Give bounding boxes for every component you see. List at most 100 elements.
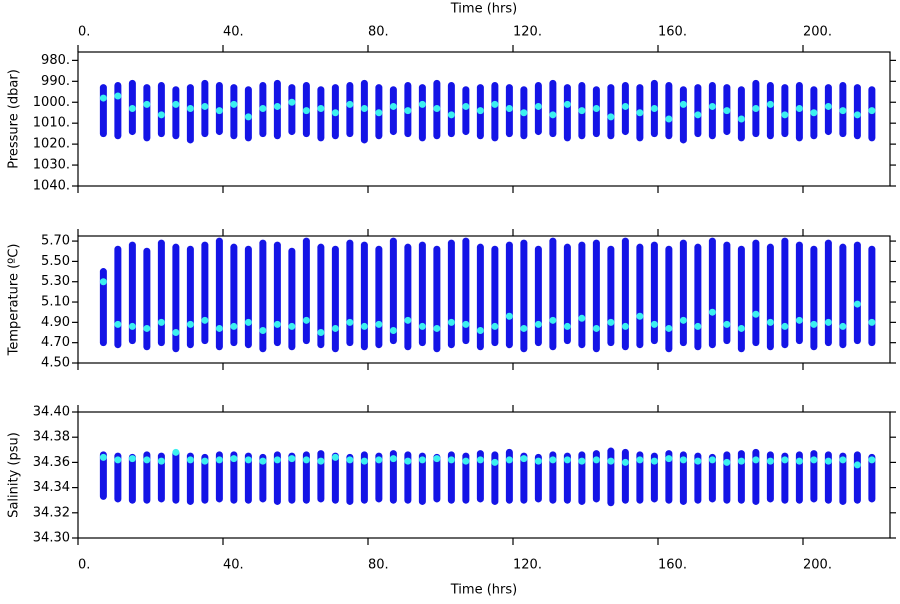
x-tick-label-top: 80. — [368, 25, 389, 40]
highlight-point — [853, 461, 861, 469]
profile-range — [143, 247, 151, 351]
highlight-point — [520, 324, 528, 332]
profile-range — [215, 451, 223, 503]
highlight-point — [491, 458, 499, 466]
y-tick-label: 5.50 — [41, 254, 70, 269]
profile-range — [215, 237, 223, 351]
highlight-point — [418, 322, 426, 330]
highlight-point — [810, 456, 818, 464]
x-tick-label-top: 120. — [513, 25, 542, 40]
profile-range — [563, 84, 571, 142]
highlight-point — [186, 320, 194, 328]
profile-range — [418, 452, 426, 505]
highlight-point — [665, 324, 673, 332]
x-tick-label-top: 160. — [658, 25, 687, 40]
highlight-point — [375, 456, 383, 464]
profile-range — [578, 241, 586, 349]
profile-range — [781, 84, 789, 138]
highlight-point — [462, 457, 470, 465]
profile-range — [99, 451, 107, 500]
y-tick-label: 34.36 — [33, 455, 70, 470]
profile-range — [853, 451, 861, 504]
highlight-point — [534, 102, 542, 110]
profile-range — [824, 239, 832, 347]
highlight-point — [128, 455, 136, 463]
highlight-point — [404, 316, 412, 324]
y-tick-label: 4.70 — [41, 335, 70, 350]
highlight-point — [259, 105, 267, 113]
highlight-point — [723, 320, 731, 328]
highlight-point — [302, 456, 310, 464]
profile-range — [259, 453, 267, 503]
highlight-point — [795, 457, 803, 465]
profile-range — [259, 239, 267, 353]
y-tick-label: 1030. — [33, 158, 70, 173]
profile-range — [766, 243, 774, 351]
y-axis-label: Salinity (psu) — [7, 432, 22, 518]
profile-range — [607, 84, 615, 140]
profile-range — [694, 243, 702, 351]
profile-range — [230, 243, 238, 347]
y-axis-label: Temperature (ºC) — [7, 244, 22, 357]
profile-range — [592, 450, 600, 503]
highlight-point — [186, 456, 194, 464]
highlight-point — [201, 316, 209, 324]
highlight-point — [839, 107, 847, 115]
profile-range — [708, 82, 716, 140]
highlight-point — [505, 456, 513, 464]
y-tick-label: 34.40 — [33, 405, 70, 420]
highlight-point — [636, 456, 644, 464]
profile-range — [302, 237, 310, 345]
highlight-point — [114, 456, 122, 464]
highlight-point — [592, 456, 600, 464]
profile-range — [810, 450, 818, 503]
highlight-point — [607, 113, 615, 121]
highlight-point — [868, 318, 876, 326]
profile-range — [273, 241, 281, 347]
profile-range — [491, 245, 499, 347]
profile-range — [447, 239, 455, 349]
y-tick-label: 1040. — [33, 179, 70, 194]
profile-range — [404, 451, 412, 504]
profile-range — [723, 241, 731, 345]
profile-range — [708, 237, 716, 349]
highlight-point — [839, 322, 847, 330]
highlight-point — [360, 105, 368, 113]
highlight-point — [157, 111, 165, 119]
profile-range — [418, 84, 426, 142]
highlight-point — [433, 105, 441, 113]
highlight-point — [143, 456, 151, 464]
highlight-point — [766, 100, 774, 108]
highlight-point — [491, 100, 499, 108]
highlight-point — [650, 457, 658, 465]
highlight-point — [331, 109, 339, 117]
y-tick-label: 5.30 — [41, 274, 70, 289]
highlight-point — [868, 107, 876, 115]
highlight-point — [288, 455, 296, 463]
profile-range — [563, 452, 571, 504]
y-tick-label: 990. — [41, 74, 70, 89]
x-tick-label-top: 40. — [223, 25, 244, 40]
highlight-point — [433, 324, 441, 332]
highlight-point — [404, 107, 412, 115]
profile-range — [665, 450, 673, 504]
highlight-point — [607, 457, 615, 465]
highlight-point — [259, 457, 267, 465]
profile-range — [810, 245, 818, 351]
highlight-point — [259, 326, 267, 334]
highlight-point — [360, 322, 368, 330]
profile-range — [288, 247, 296, 351]
highlight-point — [128, 105, 136, 113]
profile-range — [795, 451, 803, 504]
highlight-point — [824, 102, 832, 110]
highlight-point — [592, 105, 600, 113]
profile-range — [462, 86, 470, 136]
highlight-point — [810, 320, 818, 328]
highlight-point — [317, 329, 325, 337]
profile-range — [128, 453, 136, 504]
profile-range — [534, 453, 542, 503]
highlight-point — [375, 320, 383, 328]
profile-range — [563, 243, 571, 345]
profile-range — [288, 84, 296, 136]
profile-range — [317, 86, 325, 142]
